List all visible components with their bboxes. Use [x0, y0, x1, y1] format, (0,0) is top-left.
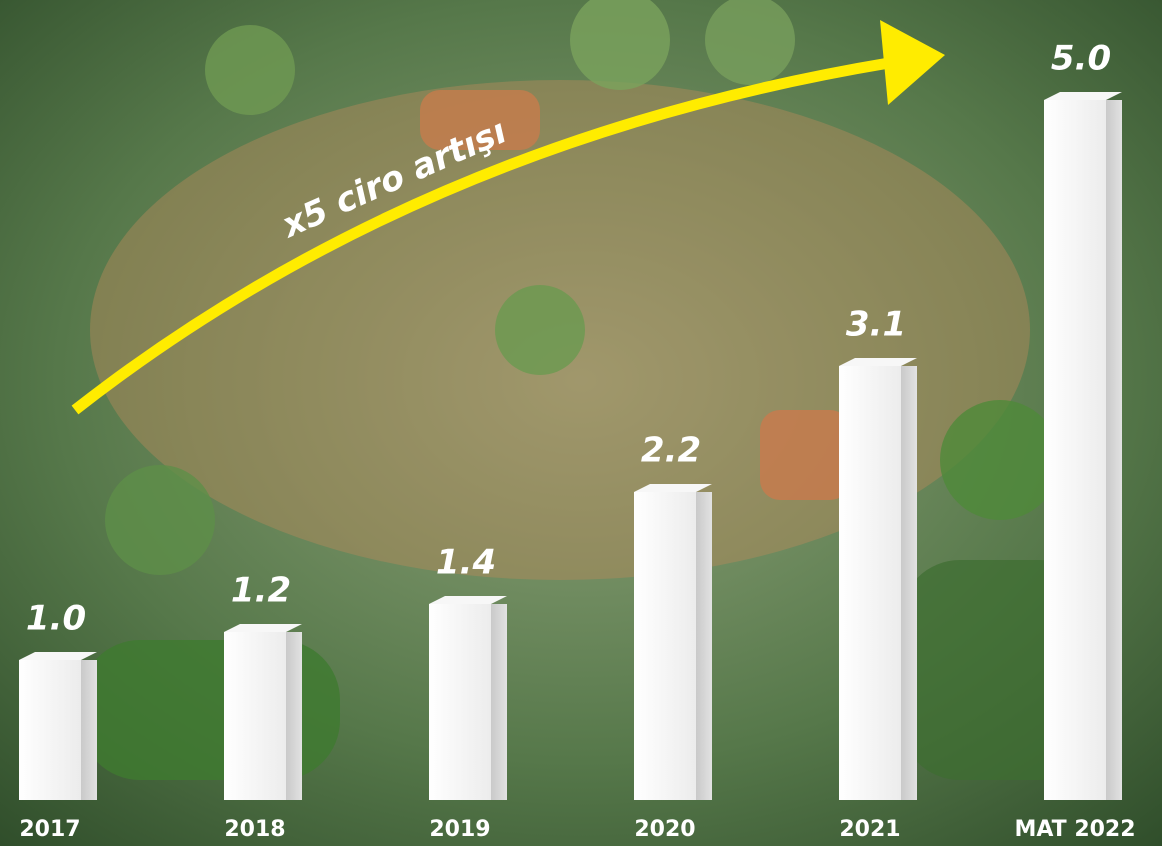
x-tick-label: 2018	[224, 817, 285, 842]
bar-side	[286, 632, 302, 800]
bar-side	[901, 366, 917, 800]
value-label: 2.2	[641, 431, 701, 471]
bar-side	[491, 604, 507, 800]
arrow-head	[880, 20, 945, 105]
bar	[1044, 100, 1106, 800]
trend-arrow	[71, 56, 896, 415]
bar-top	[429, 596, 507, 604]
x-tick-label: MAT 2022	[1014, 817, 1135, 842]
bar	[634, 492, 696, 800]
x-tick-label: 2021	[839, 817, 900, 842]
bar	[839, 366, 901, 800]
value-label: 1.0	[26, 599, 86, 639]
value-label: 5.0	[1051, 39, 1111, 79]
bar	[19, 660, 81, 800]
bar	[224, 632, 286, 800]
value-label: 3.1	[846, 305, 906, 345]
bar	[429, 604, 491, 800]
x-tick-label: 2020	[634, 817, 695, 842]
x-tick-label: 2019	[429, 817, 490, 842]
bar-top	[839, 358, 917, 366]
bar-side	[696, 492, 712, 800]
bar-top	[224, 624, 302, 632]
value-label: 1.4	[436, 543, 496, 583]
bar-side	[81, 660, 97, 800]
bar-top	[19, 652, 97, 660]
x-tick-label: 2017	[19, 817, 80, 842]
value-label: 1.2	[231, 571, 291, 611]
bar-top	[634, 484, 712, 492]
bar-side	[1106, 100, 1122, 800]
bar-top	[1044, 92, 1122, 100]
